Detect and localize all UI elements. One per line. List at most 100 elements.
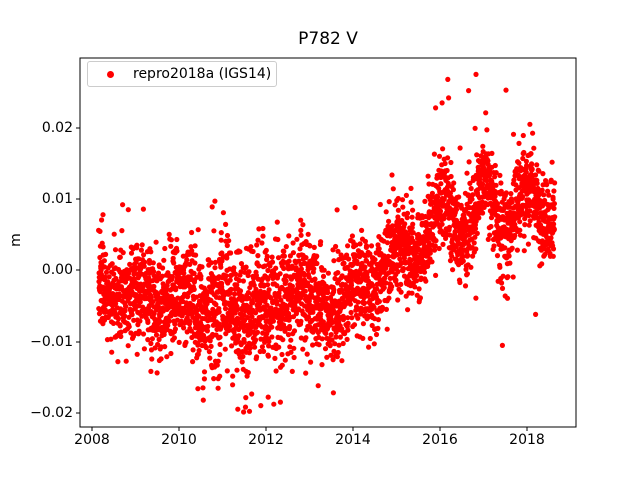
data-point xyxy=(446,95,452,101)
data-point xyxy=(162,344,168,350)
data-point xyxy=(372,257,378,263)
data-point xyxy=(334,207,340,213)
data-point xyxy=(259,240,265,246)
data-point xyxy=(323,330,329,336)
data-point xyxy=(269,259,276,265)
data-point xyxy=(509,245,515,251)
data-point xyxy=(371,304,377,310)
data-point xyxy=(264,302,270,308)
data-point xyxy=(245,369,251,376)
data-point xyxy=(389,269,395,275)
data-point xyxy=(242,269,248,275)
data-point xyxy=(156,336,162,343)
data-point xyxy=(223,221,229,227)
data-point xyxy=(215,376,221,382)
scatter-points xyxy=(96,71,558,415)
data-point xyxy=(392,202,398,208)
data-point xyxy=(334,354,340,360)
data-point xyxy=(480,210,486,216)
data-point xyxy=(386,218,392,224)
data-point xyxy=(262,263,268,269)
data-point xyxy=(529,161,535,167)
data-point xyxy=(298,318,304,324)
data-point xyxy=(505,274,511,280)
data-point xyxy=(468,185,474,192)
data-point xyxy=(394,282,400,288)
data-point xyxy=(457,279,463,286)
data-point xyxy=(279,351,285,358)
data-point xyxy=(255,237,261,243)
data-point xyxy=(205,323,211,330)
data-point xyxy=(531,145,537,151)
data-point xyxy=(550,253,556,259)
data-point xyxy=(275,255,282,261)
data-point xyxy=(302,288,308,294)
data-point xyxy=(148,340,154,347)
data-point xyxy=(286,233,292,239)
data-point xyxy=(249,314,255,320)
data-point xyxy=(137,299,143,305)
data-point xyxy=(265,394,271,400)
data-point xyxy=(521,248,527,254)
data-point xyxy=(473,71,479,77)
data-point xyxy=(492,174,498,180)
data-point xyxy=(352,204,358,211)
data-point xyxy=(395,269,401,275)
data-point xyxy=(500,273,506,279)
data-point xyxy=(166,318,173,324)
data-point xyxy=(191,270,197,276)
data-point xyxy=(444,167,450,174)
data-point xyxy=(383,209,389,215)
data-point xyxy=(345,315,351,321)
data-point xyxy=(447,232,453,238)
data-point xyxy=(183,339,189,345)
data-point xyxy=(445,76,451,82)
data-point xyxy=(232,271,239,277)
data-point xyxy=(287,323,293,330)
data-point xyxy=(234,282,240,288)
data-point xyxy=(283,278,289,284)
data-point xyxy=(421,269,428,275)
data-point xyxy=(369,322,375,329)
data-point xyxy=(275,236,281,243)
data-point xyxy=(311,244,317,250)
data-point xyxy=(246,269,252,275)
data-point xyxy=(106,274,112,280)
data-point xyxy=(109,349,115,355)
data-point xyxy=(121,313,128,319)
data-point xyxy=(252,344,258,350)
data-point xyxy=(389,172,395,178)
data-point xyxy=(345,243,351,249)
data-point xyxy=(431,247,438,253)
data-point xyxy=(246,408,253,414)
data-point xyxy=(540,171,546,177)
data-point xyxy=(286,258,292,264)
data-point xyxy=(102,274,108,280)
data-point xyxy=(322,346,329,352)
data-point xyxy=(266,343,272,349)
data-point xyxy=(301,272,307,278)
data-point xyxy=(345,320,351,326)
data-point xyxy=(314,253,320,259)
data-point xyxy=(155,270,162,276)
data-point xyxy=(192,243,198,249)
data-point xyxy=(115,359,121,365)
data-point xyxy=(395,195,401,202)
data-point xyxy=(442,160,448,167)
data-point xyxy=(423,278,429,284)
data-point xyxy=(297,246,303,252)
data-point xyxy=(227,323,233,329)
data-point xyxy=(399,197,406,203)
data-point xyxy=(237,249,243,255)
data-point xyxy=(211,376,217,382)
data-point xyxy=(149,336,155,342)
data-point xyxy=(527,218,533,224)
x-tick-label: 2008 xyxy=(74,432,110,448)
data-point xyxy=(196,347,202,354)
data-point xyxy=(206,349,212,355)
data-point xyxy=(303,255,309,261)
data-point xyxy=(154,370,160,376)
data-point xyxy=(265,353,271,359)
data-point xyxy=(464,170,470,176)
data-point xyxy=(360,321,366,327)
